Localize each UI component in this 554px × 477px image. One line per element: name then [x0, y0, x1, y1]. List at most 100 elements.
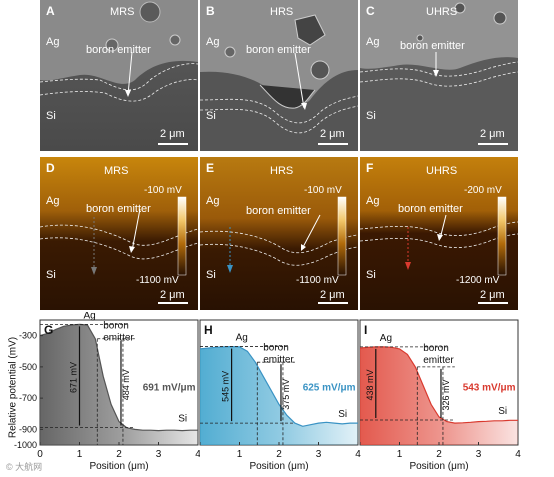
sem-image-b — [200, 0, 358, 151]
panel-title: MRS — [104, 165, 129, 177]
x-tick-label: 4 — [355, 449, 361, 460]
panel-letter: D — [46, 161, 55, 175]
panel-title: UHRS — [426, 6, 458, 18]
colorbar-bottom-label: -1100 mV — [136, 275, 179, 286]
profile-chart-i: 1 2 3 4 Position (μm) 438 mV 326 mV I Ag boronemi… — [359, 319, 521, 472]
x-tick-label: 3 — [156, 449, 162, 460]
emitter-label: boron — [103, 320, 129, 331]
panel-title: HRS — [270, 6, 294, 18]
emitter-drop-label: 484 mV — [121, 369, 131, 400]
ag-label: Ag — [236, 333, 248, 344]
si-label: Si — [46, 269, 56, 281]
x-tick-label: 2 — [436, 449, 442, 460]
ag-label: Ag — [206, 36, 220, 48]
watermark: © 大航网 — [6, 462, 43, 472]
si-label: Si — [46, 110, 56, 122]
x-tick-label: 2 — [116, 449, 122, 460]
x-axis-label: Position (μm) — [409, 461, 468, 472]
panel-letter: E — [206, 161, 215, 175]
x-tick-label: 1 — [397, 449, 403, 460]
colorbar-bottom-label: -1200 mV — [456, 275, 500, 286]
profile-chart-g: 0 1 2 3 4 Position (μm) -300 -500 -700 -900 -1000 6… — [14, 312, 200, 472]
emitter-label-2: emitter — [263, 355, 294, 366]
emitter-label: boron emitter — [246, 205, 311, 217]
x-tick-label: 4 — [515, 449, 521, 460]
kpfm-image-f — [360, 157, 518, 310]
colorbar-bottom-label: -1100 mV — [296, 275, 339, 286]
x-tick-label: 3 — [476, 449, 482, 460]
panel-letter: F — [366, 161, 374, 175]
ag-label: Ag — [206, 195, 220, 207]
x-tick-label: 0 — [37, 449, 43, 460]
kpfm-image-d — [40, 157, 198, 310]
panel-letter: A — [46, 4, 55, 18]
sem-panel-c: C UHRS Ag boron emitter Si 2 μm — [360, 0, 518, 151]
x-tick-label: 3 — [316, 449, 322, 460]
x-tick-label: 4 — [195, 449, 200, 460]
y-tick-label: -500 — [19, 362, 37, 372]
x-axis-label: Position (μm) — [249, 461, 308, 472]
panel-title: MRS — [110, 6, 135, 18]
ag-label: Ag — [366, 36, 380, 48]
scale-bar-label: 2 μm — [480, 289, 505, 301]
total-drop-label: 545 mV — [221, 371, 231, 402]
profile-line — [39, 323, 198, 432]
colorbar-top-label: -200 mV — [464, 185, 502, 196]
si-label: Si — [366, 269, 376, 281]
ag-label: Ag — [366, 195, 380, 207]
x-tick-label: 1 — [237, 449, 243, 460]
panel-letter: G — [44, 323, 53, 337]
x-tick-label: 2 — [276, 449, 282, 460]
si-label: Si — [206, 110, 216, 122]
y-tick-label: -1000 — [14, 440, 37, 450]
si-label: Si — [178, 414, 187, 425]
si-label: Si — [366, 110, 376, 122]
kpfm-image-e — [200, 157, 358, 310]
emitter-label: boron emitter — [86, 203, 151, 215]
total-drop-label: 671 mV — [69, 362, 79, 393]
profile-area — [200, 346, 358, 445]
gradient-label: 543 mV/μm — [463, 382, 516, 393]
panel-letter: I — [364, 323, 367, 337]
emitter-label-2: emitter — [103, 332, 134, 343]
y-tick-label: -300 — [19, 331, 37, 341]
emitter-drop-label: 375 mV — [281, 379, 291, 410]
emitter-label-2: emitter — [423, 355, 454, 366]
x-tick-label: 1 — [77, 449, 83, 460]
kpfm-panel-f: F UHRS Ag boron emitter Si -200 mV -1200… — [360, 157, 518, 310]
gradient-label: 691 mV/μm — [143, 382, 196, 393]
total-drop-label: 438 mV — [365, 369, 375, 400]
sem-panel-a: A MRS Ag boron emitter Si 2 μm — [40, 0, 198, 151]
y-tick-label: -700 — [19, 393, 37, 403]
sem-image-a — [40, 0, 198, 151]
sem-panel-b: B HRS Ag boron emitter Si 2 μm — [200, 0, 358, 151]
emitter-label: boron emitter — [398, 203, 463, 215]
x-axis-label: Position (μm) — [89, 461, 148, 472]
profile-area — [360, 346, 518, 445]
panel-letter: B — [206, 4, 215, 18]
colorbar-top-label: -100 mV — [304, 185, 342, 196]
scale-bar-label: 2 μm — [160, 128, 185, 140]
sem-image-c — [360, 0, 518, 151]
emitter-label: boron emitter — [400, 40, 465, 52]
colorbar-top-label: -100 mV — [144, 185, 182, 196]
gradient-label: 625 mV/μm — [303, 382, 356, 393]
panel-letter: C — [366, 4, 375, 18]
scale-bar-label: 2 μm — [160, 289, 185, 301]
si-label: Si — [338, 409, 347, 420]
ag-label: Ag — [46, 195, 60, 207]
scale-bar-label: 2 μm — [320, 128, 345, 140]
emitter-label: boron emitter — [86, 44, 151, 56]
panel-title: UHRS — [426, 165, 458, 177]
scale-bar-label: 2 μm — [320, 289, 345, 301]
emitter-drop-label: 326 mV — [441, 379, 451, 410]
ag-label: Ag — [46, 36, 60, 48]
y-tick-label: -900 — [19, 424, 37, 434]
profile-chart-h: 1 2 3 4 Position (μm) 545 mV 375 mV H Ag boronemi… — [199, 319, 361, 472]
emitter-label: boron — [263, 343, 289, 354]
si-label: Si — [206, 269, 216, 281]
ag-label: Ag — [84, 312, 96, 321]
scale-bar-label: 2 μm — [480, 128, 505, 140]
kpfm-panel-e: E HRS Ag boron emitter Si -100 mV -1100 … — [200, 157, 358, 310]
emitter-label: boron — [423, 343, 449, 354]
